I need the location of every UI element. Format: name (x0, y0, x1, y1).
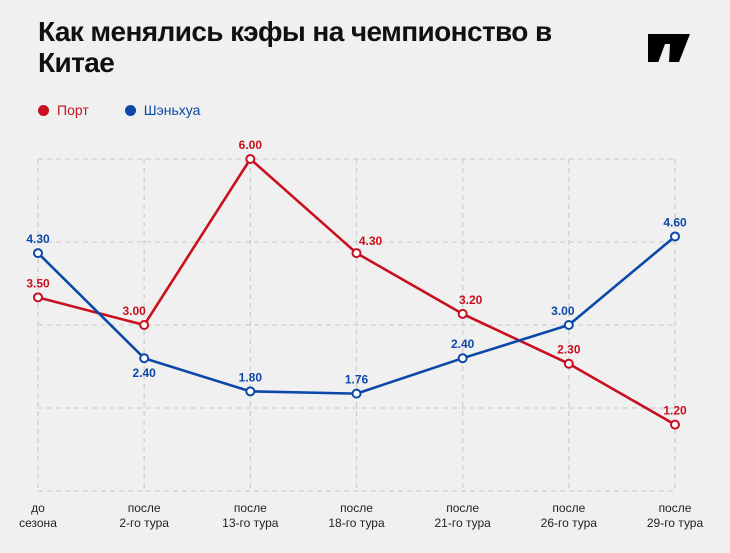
x-tick-label: после (552, 501, 585, 515)
data-label: 4.30 (26, 232, 50, 246)
data-label: 4.30 (359, 234, 383, 248)
x-tick-label: после (234, 501, 267, 515)
x-tick-label: сезона (19, 516, 57, 530)
x-tick-label: 13-го тура (222, 516, 279, 530)
data-label: 6.00 (239, 138, 263, 152)
data-point (670, 231, 680, 242)
data-point (670, 419, 680, 430)
data-point (457, 353, 468, 364)
data-label: 3.20 (459, 293, 483, 307)
x-tick-label: после (446, 501, 479, 515)
data-point (33, 292, 43, 303)
chart-title: Как менялись кэфы на чемпионство в Китае (38, 16, 552, 78)
data-point (563, 358, 574, 369)
data-point (351, 248, 362, 259)
data-label: 1.80 (239, 370, 263, 384)
data-point (33, 248, 43, 259)
data-label: 2.40 (451, 337, 475, 351)
legend-marker (124, 104, 136, 116)
data-point (139, 320, 150, 330)
x-tick-label: после (659, 501, 692, 515)
legend: Порт Шэньхуа (38, 102, 200, 118)
data-label: 1.76 (345, 373, 369, 387)
x-tick-label: 21-го тура (435, 516, 492, 530)
data-point (563, 320, 574, 330)
data-label: 2.40 (132, 366, 156, 380)
logo-icon (648, 34, 690, 63)
legend-item-shenhua: Шэньхуа (124, 102, 201, 118)
data-label: 4.60 (663, 215, 687, 229)
data-label: 1.20 (663, 404, 687, 418)
data-point (139, 353, 150, 364)
x-tick-label: после (340, 501, 373, 515)
legend-label: Шэньхуа (143, 102, 201, 118)
legend-marker (38, 104, 49, 116)
x-tick-label: 2-го тура (119, 516, 169, 530)
data-label: 3.50 (26, 276, 50, 290)
data-point (351, 388, 362, 399)
x-tick-label: до (31, 501, 45, 515)
data-label: 3.00 (551, 304, 575, 318)
data-label: 3.00 (122, 304, 146, 318)
legend-item-port: Порт (38, 102, 89, 118)
data-point (245, 154, 256, 164)
data-point (457, 308, 468, 319)
x-tick-label: после (128, 501, 161, 515)
data-point (245, 386, 256, 397)
x-tick-label: 26-го тура (541, 516, 598, 530)
legend-label: Порт (57, 102, 89, 118)
x-tick-label: 29-го тура (647, 516, 704, 530)
x-tick-label: 18-го тура (328, 516, 385, 530)
data-label: 2.30 (557, 343, 581, 357)
